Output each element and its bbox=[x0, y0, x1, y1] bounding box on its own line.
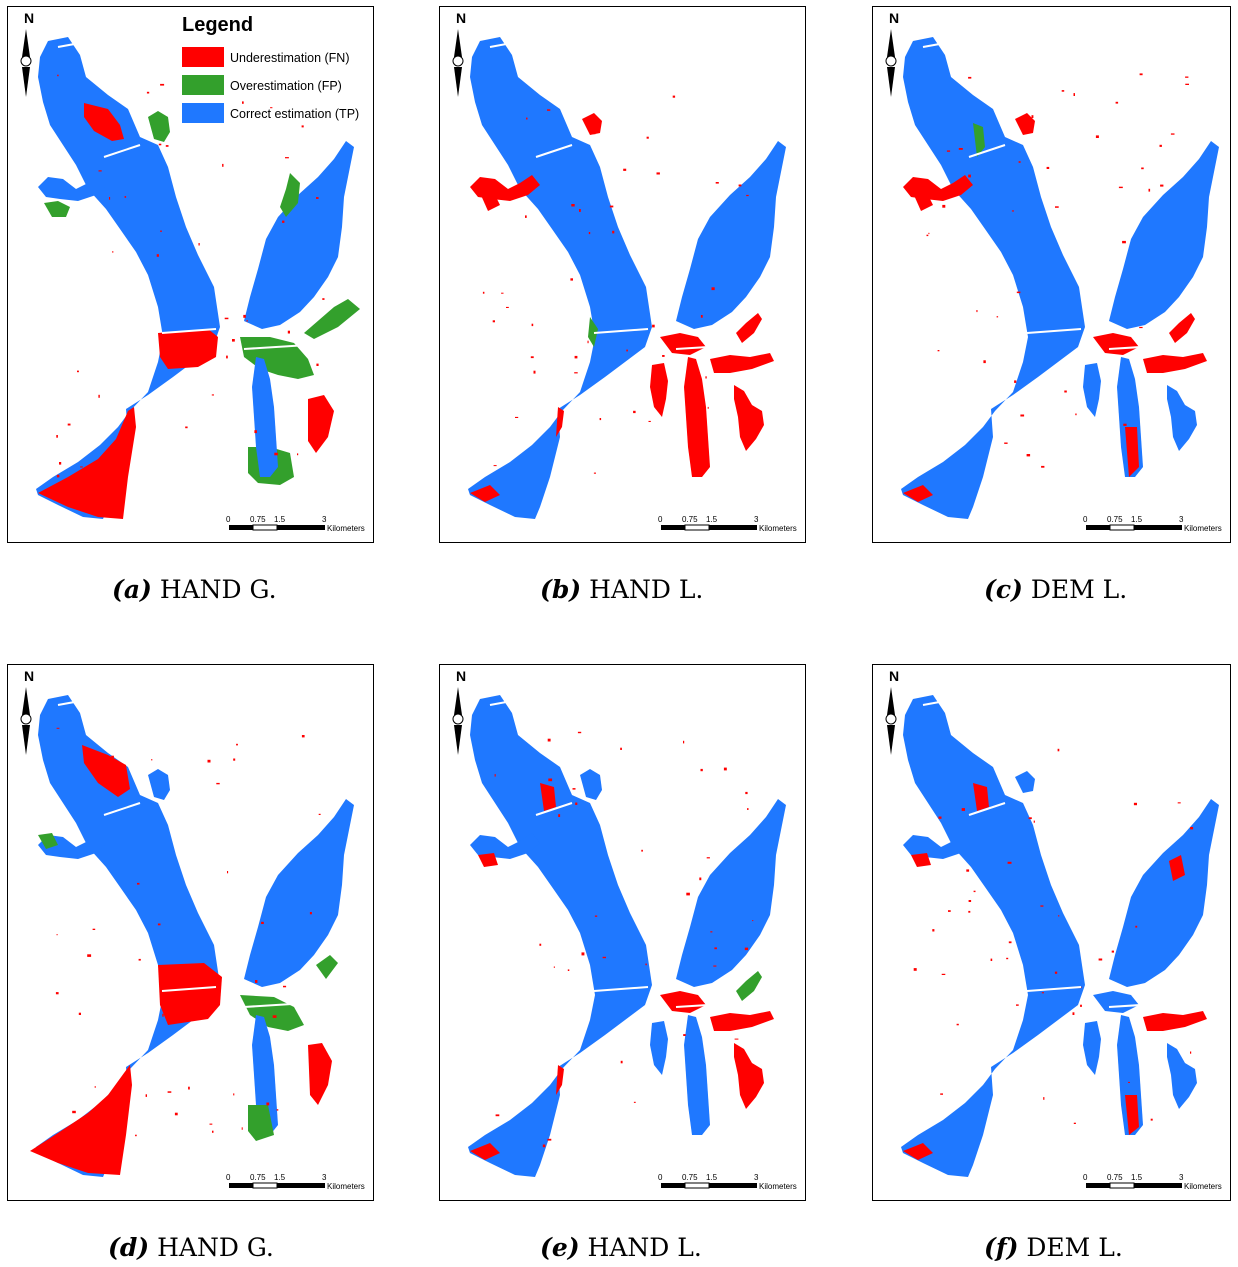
caption-label: (a) bbox=[112, 575, 152, 604]
scale-tick-label: 0.75 bbox=[682, 515, 698, 524]
caption-name: HAND G. bbox=[159, 575, 277, 604]
caption-label: (d) bbox=[108, 1233, 150, 1262]
scale-tick-label: 3 bbox=[754, 1173, 759, 1182]
svg-text:N: N bbox=[456, 10, 466, 26]
caption-label: (e) bbox=[540, 1233, 580, 1262]
map-panel-d: N 0 0.75 1.5 3 Kilometers bbox=[7, 664, 374, 1201]
caption-b: (b) HAND L. bbox=[540, 575, 703, 604]
map-panel-b: N 0 0.75 1.5 3 Kilometers bbox=[439, 6, 806, 543]
scale-tick-label: 0.75 bbox=[250, 515, 266, 524]
scale-tick-label: 3 bbox=[322, 1173, 327, 1182]
scale-tick-label: 3 bbox=[322, 515, 327, 524]
north-arrow-icon: N bbox=[885, 10, 899, 97]
legend-swatch-tp bbox=[182, 103, 224, 123]
scale-tick-label: 3 bbox=[754, 515, 759, 524]
flood-extent bbox=[901, 37, 1219, 519]
flood-extent bbox=[468, 37, 786, 519]
caption-d: (d) HAND G. bbox=[108, 1233, 274, 1262]
caption-name: HAND G. bbox=[157, 1233, 274, 1262]
flood-extent bbox=[36, 37, 360, 519]
flood-extent bbox=[30, 695, 354, 1177]
map-panel-e: N 0 0.75 1.5 3 Kilometers bbox=[439, 664, 806, 1201]
svg-text:N: N bbox=[456, 668, 466, 684]
svg-text:N: N bbox=[24, 668, 34, 684]
svg-text:N: N bbox=[889, 10, 899, 26]
caption-c: (c) DEM L. bbox=[984, 575, 1127, 604]
scale-tick-label: 0 bbox=[658, 1173, 663, 1182]
legend: Legend Underestimation (FN) Overestimati… bbox=[182, 14, 359, 123]
scale-unit-label: Kilometers bbox=[327, 524, 365, 533]
caption-e: (e) HAND L. bbox=[540, 1233, 702, 1262]
scale-tick-label: 1.5 bbox=[1131, 515, 1143, 524]
map-panel-a: Legend Underestimation (FN) Overestimati… bbox=[7, 6, 374, 543]
scale-tick-label: 0 bbox=[1083, 515, 1088, 524]
flood-extent bbox=[468, 695, 786, 1177]
caption-a: (a) HAND G. bbox=[112, 575, 277, 604]
caption-label: (c) bbox=[984, 575, 1023, 604]
scale-unit-label: Kilometers bbox=[327, 1182, 365, 1191]
legend-label-tp: Correct estimation (TP) bbox=[230, 107, 359, 121]
scale-tick-label: 0 bbox=[226, 1173, 231, 1182]
scale-tick-label: 3 bbox=[1179, 1173, 1184, 1182]
scale-tick-label: 0.75 bbox=[682, 1173, 698, 1182]
scale-unit-label: Kilometers bbox=[759, 1182, 797, 1191]
north-arrow-icon: N bbox=[452, 10, 466, 97]
caption-name: HAND L. bbox=[587, 1233, 702, 1262]
map-panel-c: N 0 0.75 1.5 3 Kilometers bbox=[872, 6, 1231, 543]
scale-tick-label: 0 bbox=[1083, 1173, 1088, 1182]
scale-tick-label: 1.5 bbox=[706, 1173, 718, 1182]
scale-tick-label: 1.5 bbox=[274, 515, 286, 524]
scale-unit-label: Kilometers bbox=[1184, 1182, 1222, 1191]
scale-tick-label: 0 bbox=[658, 515, 663, 524]
map-panel-f: N 0 0.75 1.5 3 Kilometers bbox=[872, 664, 1231, 1201]
north-arrow-icon: N bbox=[452, 668, 466, 755]
legend-title: Legend bbox=[182, 14, 253, 36]
scale-unit-label: Kilometers bbox=[1184, 524, 1222, 533]
scale-tick-label: 1.5 bbox=[706, 515, 718, 524]
caption-label: (f) bbox=[984, 1233, 1019, 1262]
north-arrow-icon: N bbox=[20, 10, 34, 97]
legend-swatch-fp bbox=[182, 75, 224, 95]
scale-tick-label: 0.75 bbox=[1107, 515, 1123, 524]
caption-name: DEM L. bbox=[1030, 575, 1128, 604]
caption-label: (b) bbox=[540, 575, 582, 604]
scale-tick-label: 3 bbox=[1179, 515, 1184, 524]
scale-tick-label: 0.75 bbox=[250, 1173, 266, 1182]
scale-tick-label: 0.75 bbox=[1107, 1173, 1123, 1182]
flood-map-a: Legend Underestimation (FN) Overestimati… bbox=[20, 10, 365, 533]
caption-name: DEM L. bbox=[1026, 1233, 1123, 1262]
scale-tick-label: 0 bbox=[226, 515, 231, 524]
north-arrow-icon: N bbox=[20, 668, 34, 755]
flood-extent bbox=[901, 695, 1219, 1177]
legend-label-fn: Underestimation (FN) bbox=[230, 51, 349, 65]
legend-swatch-fn bbox=[182, 47, 224, 67]
north-arrow-icon: N bbox=[885, 668, 899, 755]
svg-text:N: N bbox=[24, 10, 34, 26]
caption-name: HAND L. bbox=[589, 575, 704, 604]
scale-tick-label: 1.5 bbox=[274, 1173, 286, 1182]
scale-unit-label: Kilometers bbox=[759, 524, 797, 533]
legend-label-fp: Overestimation (FP) bbox=[230, 79, 342, 93]
svg-text:N: N bbox=[889, 668, 899, 684]
scale-tick-label: 1.5 bbox=[1131, 1173, 1143, 1182]
caption-f: (f) DEM L. bbox=[984, 1233, 1123, 1262]
